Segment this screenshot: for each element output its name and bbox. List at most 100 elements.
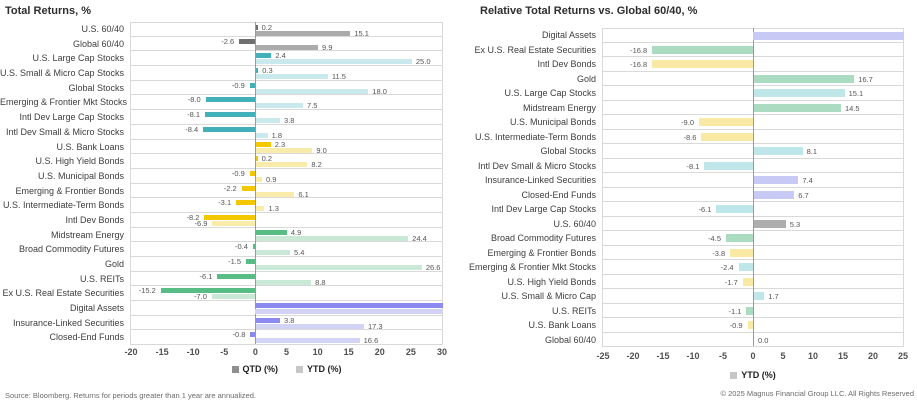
- value-label: -6.9: [194, 218, 208, 228]
- zero-line: [255, 211, 257, 227]
- chart-row: Intl Dev Large Cap Stocks -6.1: [457, 201, 904, 217]
- plot-cell: 14.5: [602, 99, 904, 115]
- row-label: Emerging & Frontier Mkt Stocks: [468, 262, 596, 272]
- value-label: 15.1: [848, 89, 864, 98]
- chart-row: U.S. Municipal Bonds -0.9 0.9: [0, 167, 443, 184]
- ytd-bar: [701, 132, 753, 141]
- row-label: U.S. REITs: [79, 273, 124, 284]
- chart-row: U.S. 60/40 5.3: [457, 215, 904, 231]
- qtd-bar: [256, 229, 287, 235]
- qtd-bar: [256, 25, 258, 30]
- ytd-bar: [256, 88, 369, 94]
- axis-tick-label: 25: [897, 351, 909, 361]
- chart-row: Midstream Energy 14.5: [457, 99, 904, 115]
- axis-tick-label: 15: [343, 347, 354, 357]
- chart-row: Broad Commodity Futures -4.5: [457, 230, 904, 246]
- value-label: -0.8: [232, 330, 246, 340]
- legend-swatch: [730, 371, 738, 379]
- zero-line: [255, 79, 257, 95]
- value-label: 5.3: [789, 219, 801, 229]
- zero-line: [255, 314, 257, 330]
- plot-cell: 2.4 25.0: [130, 50, 443, 67]
- value-label: -2.4: [720, 263, 734, 272]
- qtd-bar: [236, 200, 256, 206]
- ytd-bar: [256, 265, 422, 270]
- ytd-bar: [754, 176, 799, 184]
- zero-line: [255, 256, 257, 271]
- plot-cell: -6.1 8.8: [130, 270, 443, 287]
- ytd-bar: [256, 279, 312, 285]
- qtd-bar: [246, 259, 256, 264]
- chart-row: Intl Dev Large Cap Stocks -8.1 3.8: [0, 109, 443, 125]
- row-label: Insurance-Linked Securities: [484, 175, 596, 185]
- zero-line: [255, 22, 257, 36]
- chart-row: Intl Dev Small & Micro Stocks -8.4 1.8: [0, 123, 443, 140]
- ytd-bar: [746, 306, 753, 315]
- zero-line: [255, 285, 257, 301]
- plot-cell: -0.4 5.4: [130, 241, 443, 258]
- ytd-bar: [754, 74, 855, 83]
- ytd-bar: [256, 250, 290, 256]
- chart-row: Closed-End Funds 6.7: [457, 186, 904, 202]
- chart-row: U.S. Bank Loans -0.9: [457, 317, 904, 333]
- zero-line: [753, 288, 754, 303]
- ytd-bar: [738, 263, 753, 271]
- x-axis: -20 -15 -10 -5 0 5 10 15 20 25 30: [124, 347, 447, 359]
- ytd-bar: [704, 161, 753, 170]
- row-label: Broad Commodity Futures: [490, 233, 596, 243]
- value-label: -8.2: [186, 212, 200, 222]
- value-label: 2.3: [274, 139, 286, 149]
- chart-title: Total Returns, %: [5, 5, 91, 17]
- ytd-bar: [256, 323, 364, 329]
- row-label: Digital Assets: [541, 30, 596, 40]
- chart-row: Ex U.S. Real Estate Securities -16.8: [457, 41, 904, 57]
- ytd-bar: [256, 162, 308, 168]
- ytd-bar: [699, 118, 753, 126]
- chart-row: U.S. Small & Micro Cap 1.7: [457, 288, 904, 304]
- value-label: 0.2: [261, 23, 273, 32]
- plot-cell: -3.8: [602, 244, 904, 260]
- row-label: U.S. REITs: [551, 305, 596, 316]
- ytd-bar: [256, 235, 409, 241]
- value-label: -8.1: [686, 161, 700, 171]
- value-label: 17.3: [368, 321, 383, 331]
- value-label: -0.9: [729, 321, 743, 330]
- ytd-bar-clipped: [255, 309, 443, 315]
- ytd-bar: [754, 219, 786, 228]
- row-label: U.S. Large Cap Stocks: [32, 53, 124, 64]
- zero-line: [255, 241, 257, 256]
- chart-row: U.S. Municipal Bonds -9.0: [457, 114, 904, 130]
- value-label: 5.4: [293, 248, 305, 258]
- plot-cell: -1.7: [602, 273, 904, 289]
- chart-row: Digital Assets: [457, 28, 904, 43]
- row-label: Intl Dev Bonds: [65, 214, 124, 225]
- chart-row: U.S. Large Cap Stocks 2.4 25.0: [0, 50, 443, 67]
- chart-row: U.S. Large Cap Stocks 15.1: [457, 85, 904, 101]
- zero-line: [255, 123, 257, 139]
- zero-line: [255, 270, 257, 286]
- value-label: 0.0: [758, 335, 769, 345]
- chart-row: Gold -1.5 26.6: [0, 256, 443, 272]
- chart-row: Global 60/40 0.0: [457, 331, 904, 347]
- value-label: -6.1: [199, 271, 213, 281]
- value-label: -16.8: [630, 45, 648, 55]
- chart-row: Broad Commodity Futures -0.4 5.4: [0, 241, 443, 258]
- plot-cell: -8.4 1.8: [130, 123, 443, 140]
- ytd-bar: [730, 248, 753, 257]
- value-label: 1.7: [768, 292, 779, 301]
- qtd-bar: [252, 244, 256, 250]
- plot-cell: 16.7: [602, 70, 904, 86]
- value-label: -16.8: [630, 60, 648, 69]
- row-label: Intl Dev Small & Micro Stocks: [5, 126, 124, 137]
- qtd-bar: [250, 332, 256, 338]
- plot-cell: -15.2 -7.0: [130, 285, 443, 302]
- ytd-bar: [754, 292, 765, 300]
- value-label: 0.3: [262, 66, 273, 76]
- chart-row: U.S. REITs -1.1: [457, 302, 904, 318]
- chart-row: Emerging & Frontier Bonds -3.8: [457, 244, 904, 260]
- zero-line: [255, 35, 257, 51]
- chart-row: U.S. Intermediate-Term Bonds -8.6: [457, 128, 904, 144]
- plot-cell: -0.9 0.9: [130, 167, 443, 184]
- legend: YTD (%): [603, 370, 903, 380]
